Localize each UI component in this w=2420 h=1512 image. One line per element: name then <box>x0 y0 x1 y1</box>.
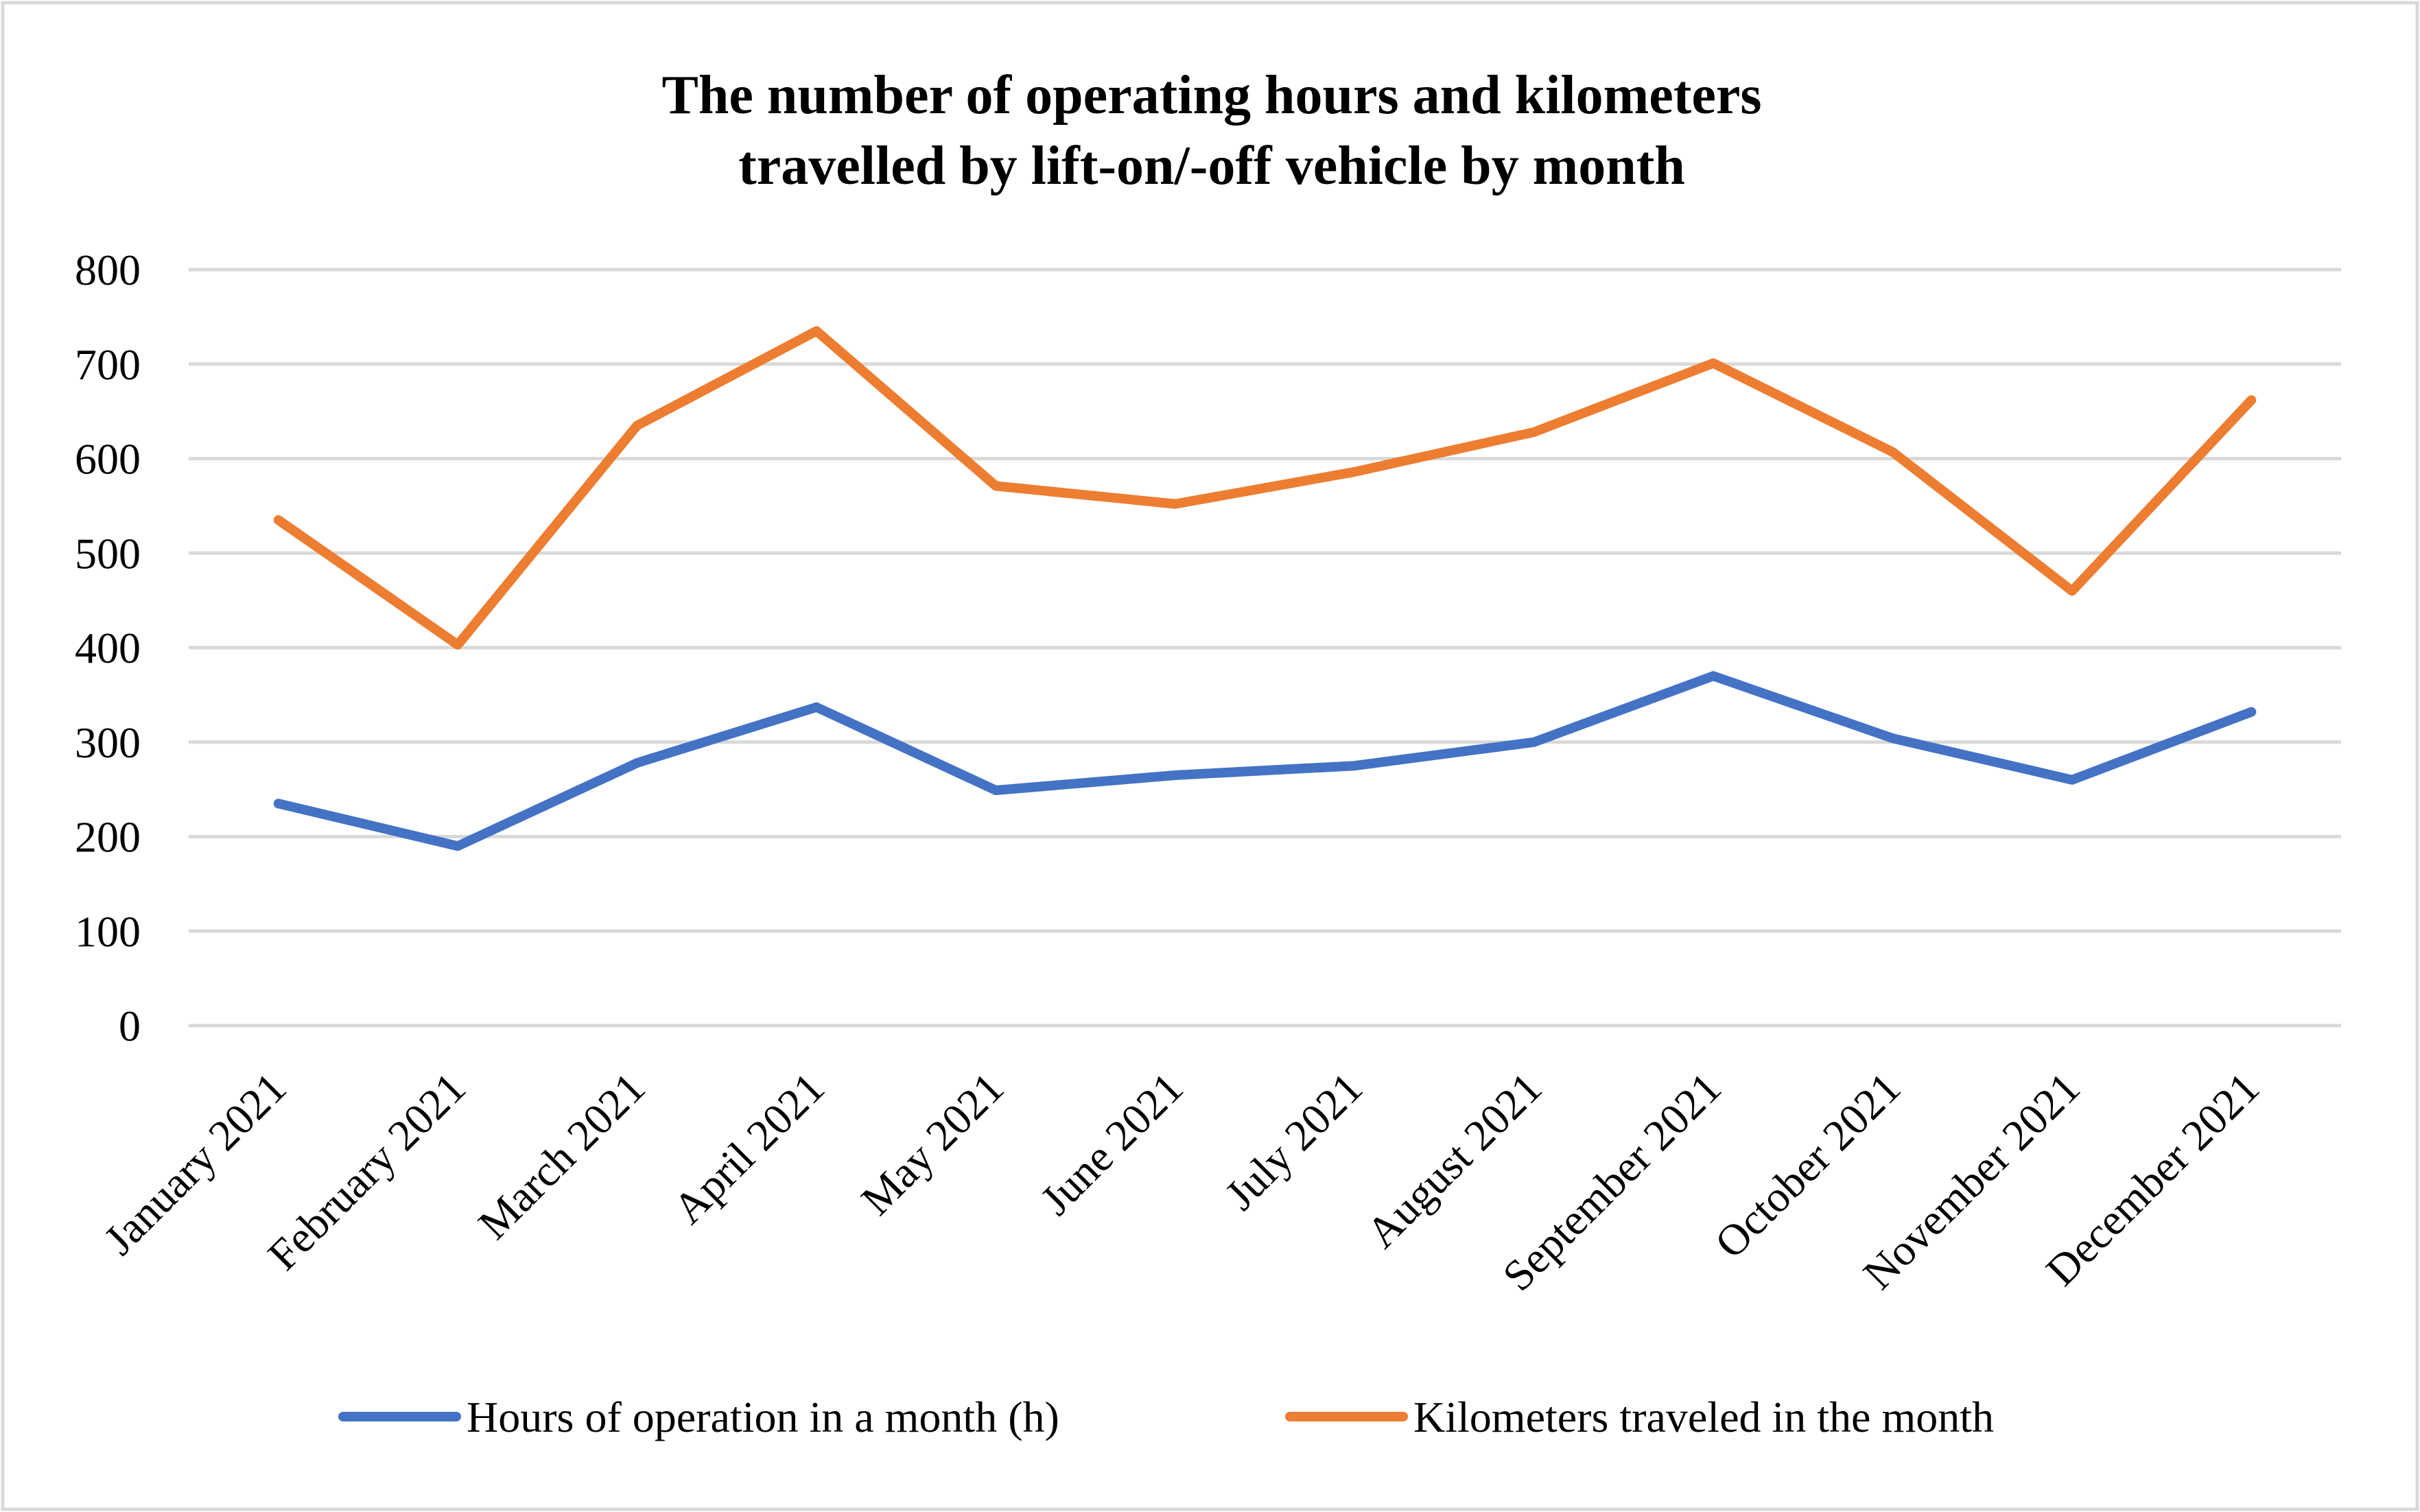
legend-label-1: Hours of operation in a month (h) <box>467 1393 1059 1441</box>
y-tick-label-400: 400 <box>75 624 141 672</box>
gridlines <box>189 268 2341 1028</box>
y-tick-label-800: 800 <box>75 246 141 294</box>
series-line-1 <box>273 671 2257 851</box>
legend: Hours of operation in a month (h) Kilomet… <box>338 1393 1994 1441</box>
series-line-2 <box>273 326 2257 650</box>
y-tick-label-100: 100 <box>75 907 141 956</box>
y-tick-label-300: 300 <box>75 718 141 767</box>
y-tick-label-600: 600 <box>75 435 141 484</box>
chart-title-line-2: travelled by lift-on/-off vehicle by mon… <box>738 136 1685 196</box>
y-tick-label-0: 0 <box>119 1002 141 1050</box>
chart-title-line-1: The number of operating hours and kilome… <box>661 65 1761 126</box>
legend-label-2: Kilometers traveled in the month <box>1413 1393 1994 1441</box>
y-tick-label-700: 700 <box>75 340 141 389</box>
y-tick-label-200: 200 <box>75 813 141 862</box>
series-lines <box>273 326 2257 851</box>
y-axis-tick-labels: 0 100 200 300 400 500 600 700 800 <box>75 246 141 1050</box>
y-tick-label-500: 500 <box>75 529 141 578</box>
